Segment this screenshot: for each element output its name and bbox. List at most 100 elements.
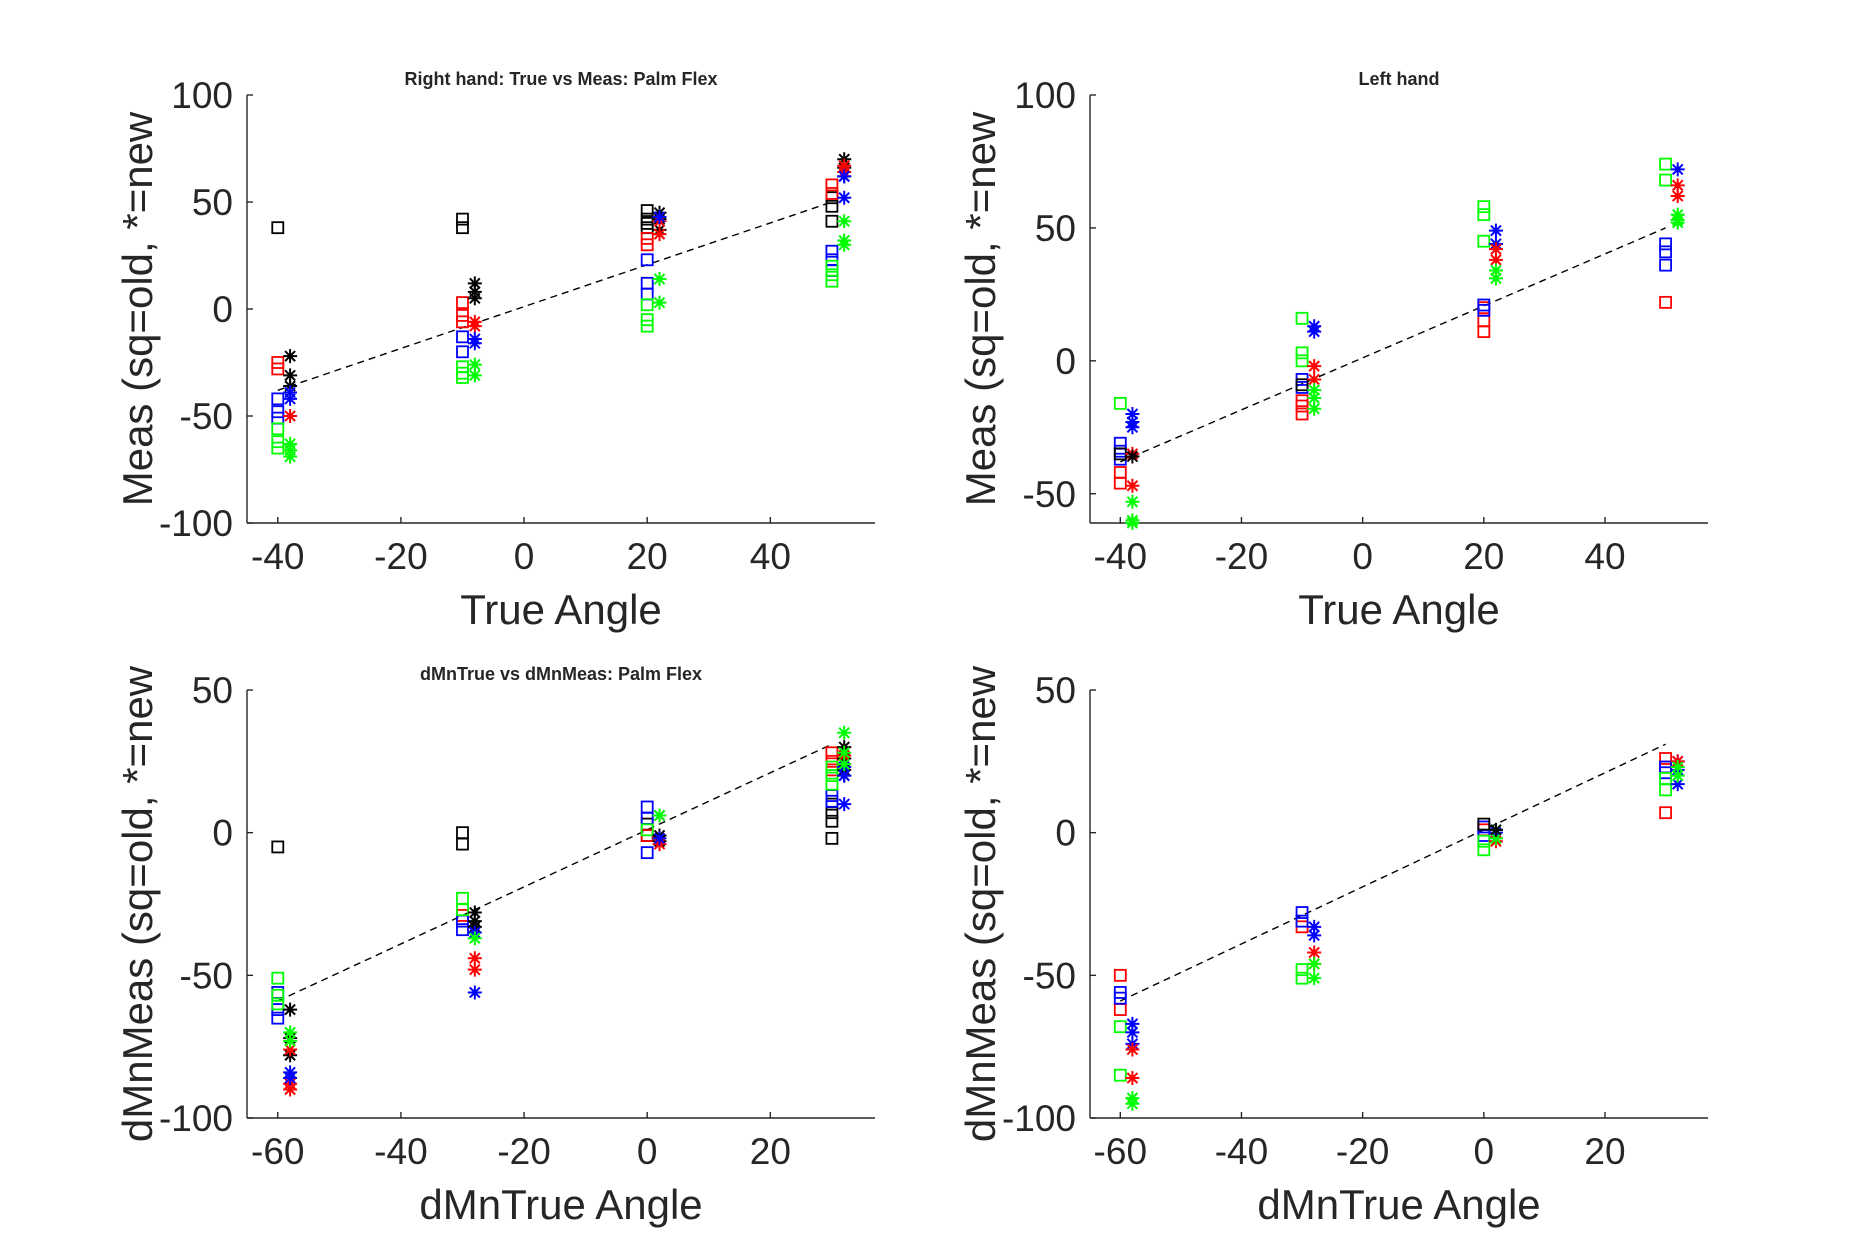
data-point-star [652,227,667,242]
series-green-star [283,214,852,464]
data-point-star [1307,945,1322,960]
data-point-star [1670,215,1685,230]
data-point-square [1295,311,1309,325]
x-tick-label: -40 [374,1131,427,1172]
reference-fit-line [277,201,833,391]
data-point-square [271,997,285,1011]
data-point-star [652,295,667,310]
data-point-square [456,315,469,329]
y-tick-label: 0 [212,813,233,854]
reference-fit-line [1119,743,1666,1002]
data-point-square [456,360,469,374]
data-point-square [640,276,654,290]
data-point-square [1295,963,1309,977]
data-point-square [456,371,469,384]
y-tick-label: -50 [1023,474,1076,515]
x-tick-label: 0 [1474,1131,1495,1172]
data-point-star [1488,263,1503,278]
data-point-star [1307,324,1322,339]
data-point-square [825,199,839,213]
panel-3: -60 -40 -20 0 20 -100 -50 0 50 dMnTrue Angle dMnMe… [114,664,875,1228]
data-point-star [283,1071,298,1086]
x-tick-label: 20 [627,536,668,577]
data-point-star [283,1042,298,1057]
data-point-star [467,905,482,920]
data-point-star [1125,449,1140,464]
series-green-star [283,725,852,1048]
data-point-square [1477,843,1491,857]
data-point-star [837,757,852,772]
data-point-star [283,349,298,364]
data-point-square [640,298,654,312]
data-point-star [1125,1042,1140,1057]
data-point-star [467,931,482,946]
data-point-star [1307,956,1322,971]
series-black-star [283,740,852,1063]
series-black-square [1113,378,1309,461]
y-tick-label: 0 [1055,341,1076,382]
x-axis-label: dMnTrue Angle [419,1181,702,1228]
data-point-square [1477,325,1491,338]
data-point-star [1670,189,1685,204]
data-point-square [456,903,469,917]
data-point-star [283,1082,298,1097]
data-point-square [1295,914,1309,928]
data-point-square [825,268,839,282]
data-point-square [271,362,285,376]
data-point-star [1307,359,1322,374]
data-point-star [283,368,298,383]
data-point-star [1307,383,1322,398]
x-axis-label: dMnTrue Angle [1257,1181,1540,1228]
data-point-star [467,291,482,306]
data-point-star [1125,1016,1140,1031]
x-tick-label: 0 [514,536,535,577]
data-point-square [825,244,839,258]
data-point-square [456,345,469,359]
data-point-square [1477,208,1491,222]
data-point-square [640,287,654,301]
data-point-square [640,319,654,333]
series-green-square [271,760,839,1011]
series-red-square [1113,752,1672,1016]
x-tick-label: -20 [374,536,427,577]
data-point-square [271,840,285,854]
data-point-square [1295,906,1309,919]
series-blue-square [1113,760,1672,1005]
data-point-square [1659,173,1672,187]
data-point-star [1125,478,1140,493]
data-point-square [1113,444,1127,458]
x-tick-label: -60 [1094,1131,1147,1172]
data-point-square [271,422,285,436]
data-point-star [1488,831,1503,846]
data-point-square [1113,466,1127,479]
series-black-square [271,191,839,235]
series-green-star [1125,207,1685,530]
data-point-square [271,221,285,235]
x-tick-label: -60 [251,1131,304,1172]
y-tick-label: 50 [1035,670,1076,711]
data-point-square [640,204,654,217]
panel-title: Left hand [1359,69,1440,89]
data-point-star [467,951,482,966]
data-point-square [271,441,285,455]
data-point-square [1659,783,1672,797]
x-tick-label: 40 [1584,536,1625,577]
panel-2: -40 -20 0 20 40 -50 0 50 100 True Angle Meas (sq=o… [957,69,1708,633]
x-tick-label: -20 [1336,1131,1389,1172]
data-point-square [825,831,839,845]
data-point-square [1113,1068,1127,1082]
data-point-square [825,274,839,288]
data-point-star [652,209,667,224]
x-tick-label: 0 [637,1131,658,1172]
data-point-square [825,259,839,273]
data-point-star [467,962,482,977]
series-blue-square [271,244,839,425]
series-black-star [1488,822,1503,837]
data-point-star [1670,162,1685,177]
series-red-star [283,158,852,423]
data-point-square [1659,752,1672,765]
data-point-star [1125,494,1140,509]
data-point-square [271,411,285,425]
data-point-star [1670,768,1685,783]
x-tick-label: -40 [1215,1131,1268,1172]
